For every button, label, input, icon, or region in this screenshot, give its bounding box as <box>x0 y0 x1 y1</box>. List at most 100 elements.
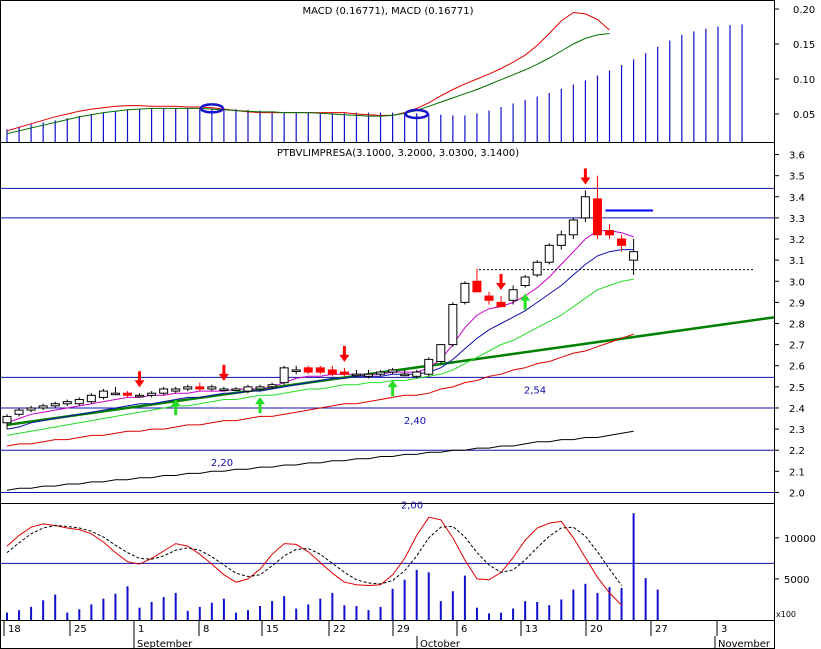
date-tick-label: 27 <box>655 624 668 635</box>
month-label: October <box>420 639 461 649</box>
candle-up <box>255 386 265 390</box>
date-tick-label: 25 <box>74 624 87 635</box>
buy-signal-arrow <box>255 397 266 414</box>
candle-up <box>376 371 386 375</box>
price-y-tick-label: 3.6 <box>789 151 805 162</box>
price-y-tick-label: 3.4 <box>789 193 805 204</box>
candle-down <box>617 238 627 246</box>
date-tick-label: 6 <box>461 624 467 635</box>
date-tick-label: 29 <box>397 624 410 635</box>
price-y-tick-label: 2.5 <box>789 383 805 394</box>
buy-signal-arrow <box>520 293 531 310</box>
candle-up <box>388 369 398 373</box>
price-y-tick-label: 3.2 <box>789 235 805 246</box>
sell-signal-arrow <box>339 345 350 362</box>
candle-up <box>183 386 193 390</box>
candle-up <box>50 403 60 407</box>
macd-y-tick-label: 0.20 <box>793 5 815 16</box>
price-y-tick-label: 2.6 <box>789 362 805 373</box>
price-y-tick-label: 3.1 <box>789 256 805 267</box>
candle-up <box>629 251 639 261</box>
candle-up <box>135 394 145 398</box>
candle-up <box>38 405 48 409</box>
candle-up <box>110 392 120 396</box>
candle-down <box>123 392 132 396</box>
price-panel <box>0 142 775 504</box>
buy-signal-arrow <box>387 380 398 397</box>
candle-down <box>195 386 205 390</box>
moving-average-ma4 <box>6 333 634 447</box>
candle-up <box>98 390 108 398</box>
candle-up <box>400 373 410 377</box>
candle-down <box>484 295 494 301</box>
price-y-tick-label: 3.3 <box>789 214 805 225</box>
candle-up <box>351 373 361 377</box>
oscillator-y-tick-label: 5000 <box>784 575 809 586</box>
moving-average-ma2 <box>6 249 634 430</box>
price-y-tick-label: 2.7 <box>789 341 805 352</box>
candle-up <box>62 401 72 405</box>
macd-title: MACD (0.16771), MACD (0.16771) <box>303 6 474 17</box>
candle-up <box>86 394 96 403</box>
candle-up <box>2 415 12 424</box>
date-tick-label: 18 <box>8 624 21 635</box>
macd-y-tick-label: 0.15 <box>793 40 815 51</box>
candle-up <box>508 289 518 301</box>
date-axis <box>0 620 775 649</box>
price-y-tick-label: 2.3 <box>789 425 805 436</box>
candle-up <box>556 234 566 246</box>
month-label: November <box>718 639 771 649</box>
candle-up <box>231 388 241 391</box>
macd-y-tick-label: 0.05 <box>793 110 815 121</box>
macd-y-tick-label: 0.10 <box>793 75 815 86</box>
candle-down <box>605 230 614 236</box>
price-y-tick-label: 2.9 <box>789 298 805 309</box>
candle-up <box>436 344 446 363</box>
candle-down <box>315 367 325 373</box>
level-label: 2,00 <box>401 500 423 511</box>
price-layer: 2,54 2,40 2,20 2,00 2.0 2.1 2.2 2.3 2.4 2.5 2.6 2.7… <box>1 151 805 511</box>
candle-down <box>327 369 337 375</box>
candle-up <box>364 373 373 377</box>
month-label: September <box>137 639 193 649</box>
candle-up <box>159 388 169 394</box>
sell-signal-arrow <box>580 168 591 185</box>
candle-up <box>243 386 253 392</box>
candle-down <box>592 198 602 236</box>
candle-up <box>424 358 434 375</box>
candle-up <box>279 367 289 384</box>
date-tick-label: 3 <box>721 624 727 635</box>
oscillator-oscillator-line <box>6 516 622 606</box>
candle-up <box>267 384 277 388</box>
candle-down <box>303 367 313 373</box>
candle-up <box>544 244 554 263</box>
candle-up <box>520 276 530 286</box>
candle-up <box>207 386 217 390</box>
candle-up <box>568 219 578 236</box>
oscillator-layer: 5000 10000 <box>1 513 816 620</box>
candle-up <box>171 388 181 392</box>
candle-up <box>147 392 157 396</box>
candle-up <box>219 388 229 391</box>
sell-signal-arrow <box>218 364 229 381</box>
buy-signal-arrow <box>170 399 181 416</box>
macd-layer: 0.05 0.10 0.15 0.20 <box>6 5 815 142</box>
candle-up <box>532 261 542 276</box>
date-tick-label: 22 <box>333 624 346 635</box>
candle-down <box>496 301 506 308</box>
level-label: 2,40 <box>404 416 426 427</box>
sell-signal-arrow <box>496 274 507 291</box>
oscillator-y-tick-label: 10000 <box>784 534 816 545</box>
candle-up <box>291 369 301 372</box>
candle-down <box>472 280 482 293</box>
date-tick-label: 8 <box>203 624 209 635</box>
date-tick-label: 20 <box>590 624 603 635</box>
price-y-tick-label: 2.4 <box>789 404 805 415</box>
candle-up <box>448 303 458 346</box>
price-y-tick-label: 2.2 <box>789 446 805 457</box>
macd-panel <box>0 0 775 143</box>
price-y-tick-label: 3.0 <box>789 277 805 288</box>
sell-signal-arrow <box>134 371 145 388</box>
candle-up <box>580 196 590 219</box>
